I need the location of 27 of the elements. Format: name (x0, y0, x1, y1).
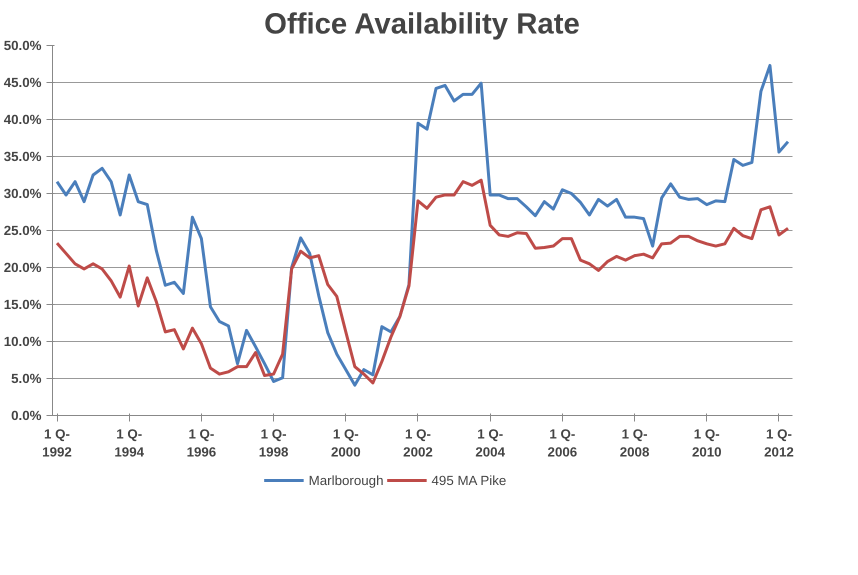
x-tick-label: 1 Q- 1998 (258, 426, 288, 460)
y-tick-label: 0.0% (11, 408, 42, 423)
legend-label: 495 MA Pike (432, 472, 506, 488)
y-tick-label: 15.0% (4, 297, 42, 312)
y-tick-label: 50.0% (4, 38, 42, 53)
line-series (56, 178, 790, 384)
y-tick-label: 10.0% (4, 334, 42, 349)
y-tick-label: 25.0% (4, 223, 42, 238)
x-tick-label: 1 Q- 1994 (114, 426, 145, 460)
y-tick-label: 35.0% (4, 149, 42, 164)
chart-title: Office Availability Rate (264, 8, 580, 40)
x-tick-label: 1 Q- 2010 (692, 426, 722, 460)
y-tick-label: 20.0% (4, 260, 42, 275)
legend-label: Marlborough (308, 472, 384, 488)
y-tick-label: 5.0% (11, 371, 42, 386)
x-tick-label: 1 Q- 1992 (42, 426, 72, 460)
x-tick-label: 1 Q- 2008 (620, 426, 650, 460)
x-tick-label: 1 Q- 2000 (330, 426, 361, 460)
x-tick-label: 1 Q- 2006 (548, 426, 578, 460)
y-tick-label: 45.0% (4, 75, 42, 90)
x-tick-label: 1 Q- 2002 (403, 426, 433, 460)
x-tick-label: 1 Q- 2004 (475, 426, 506, 460)
x-tick-label: 1 Q- 2012 (764, 426, 794, 460)
line-series (56, 64, 790, 387)
y-tick-label: 30.0% (4, 186, 42, 201)
x-tick-label: 1 Q- 1996 (186, 426, 216, 460)
y-tick-label: 40.0% (4, 112, 42, 127)
